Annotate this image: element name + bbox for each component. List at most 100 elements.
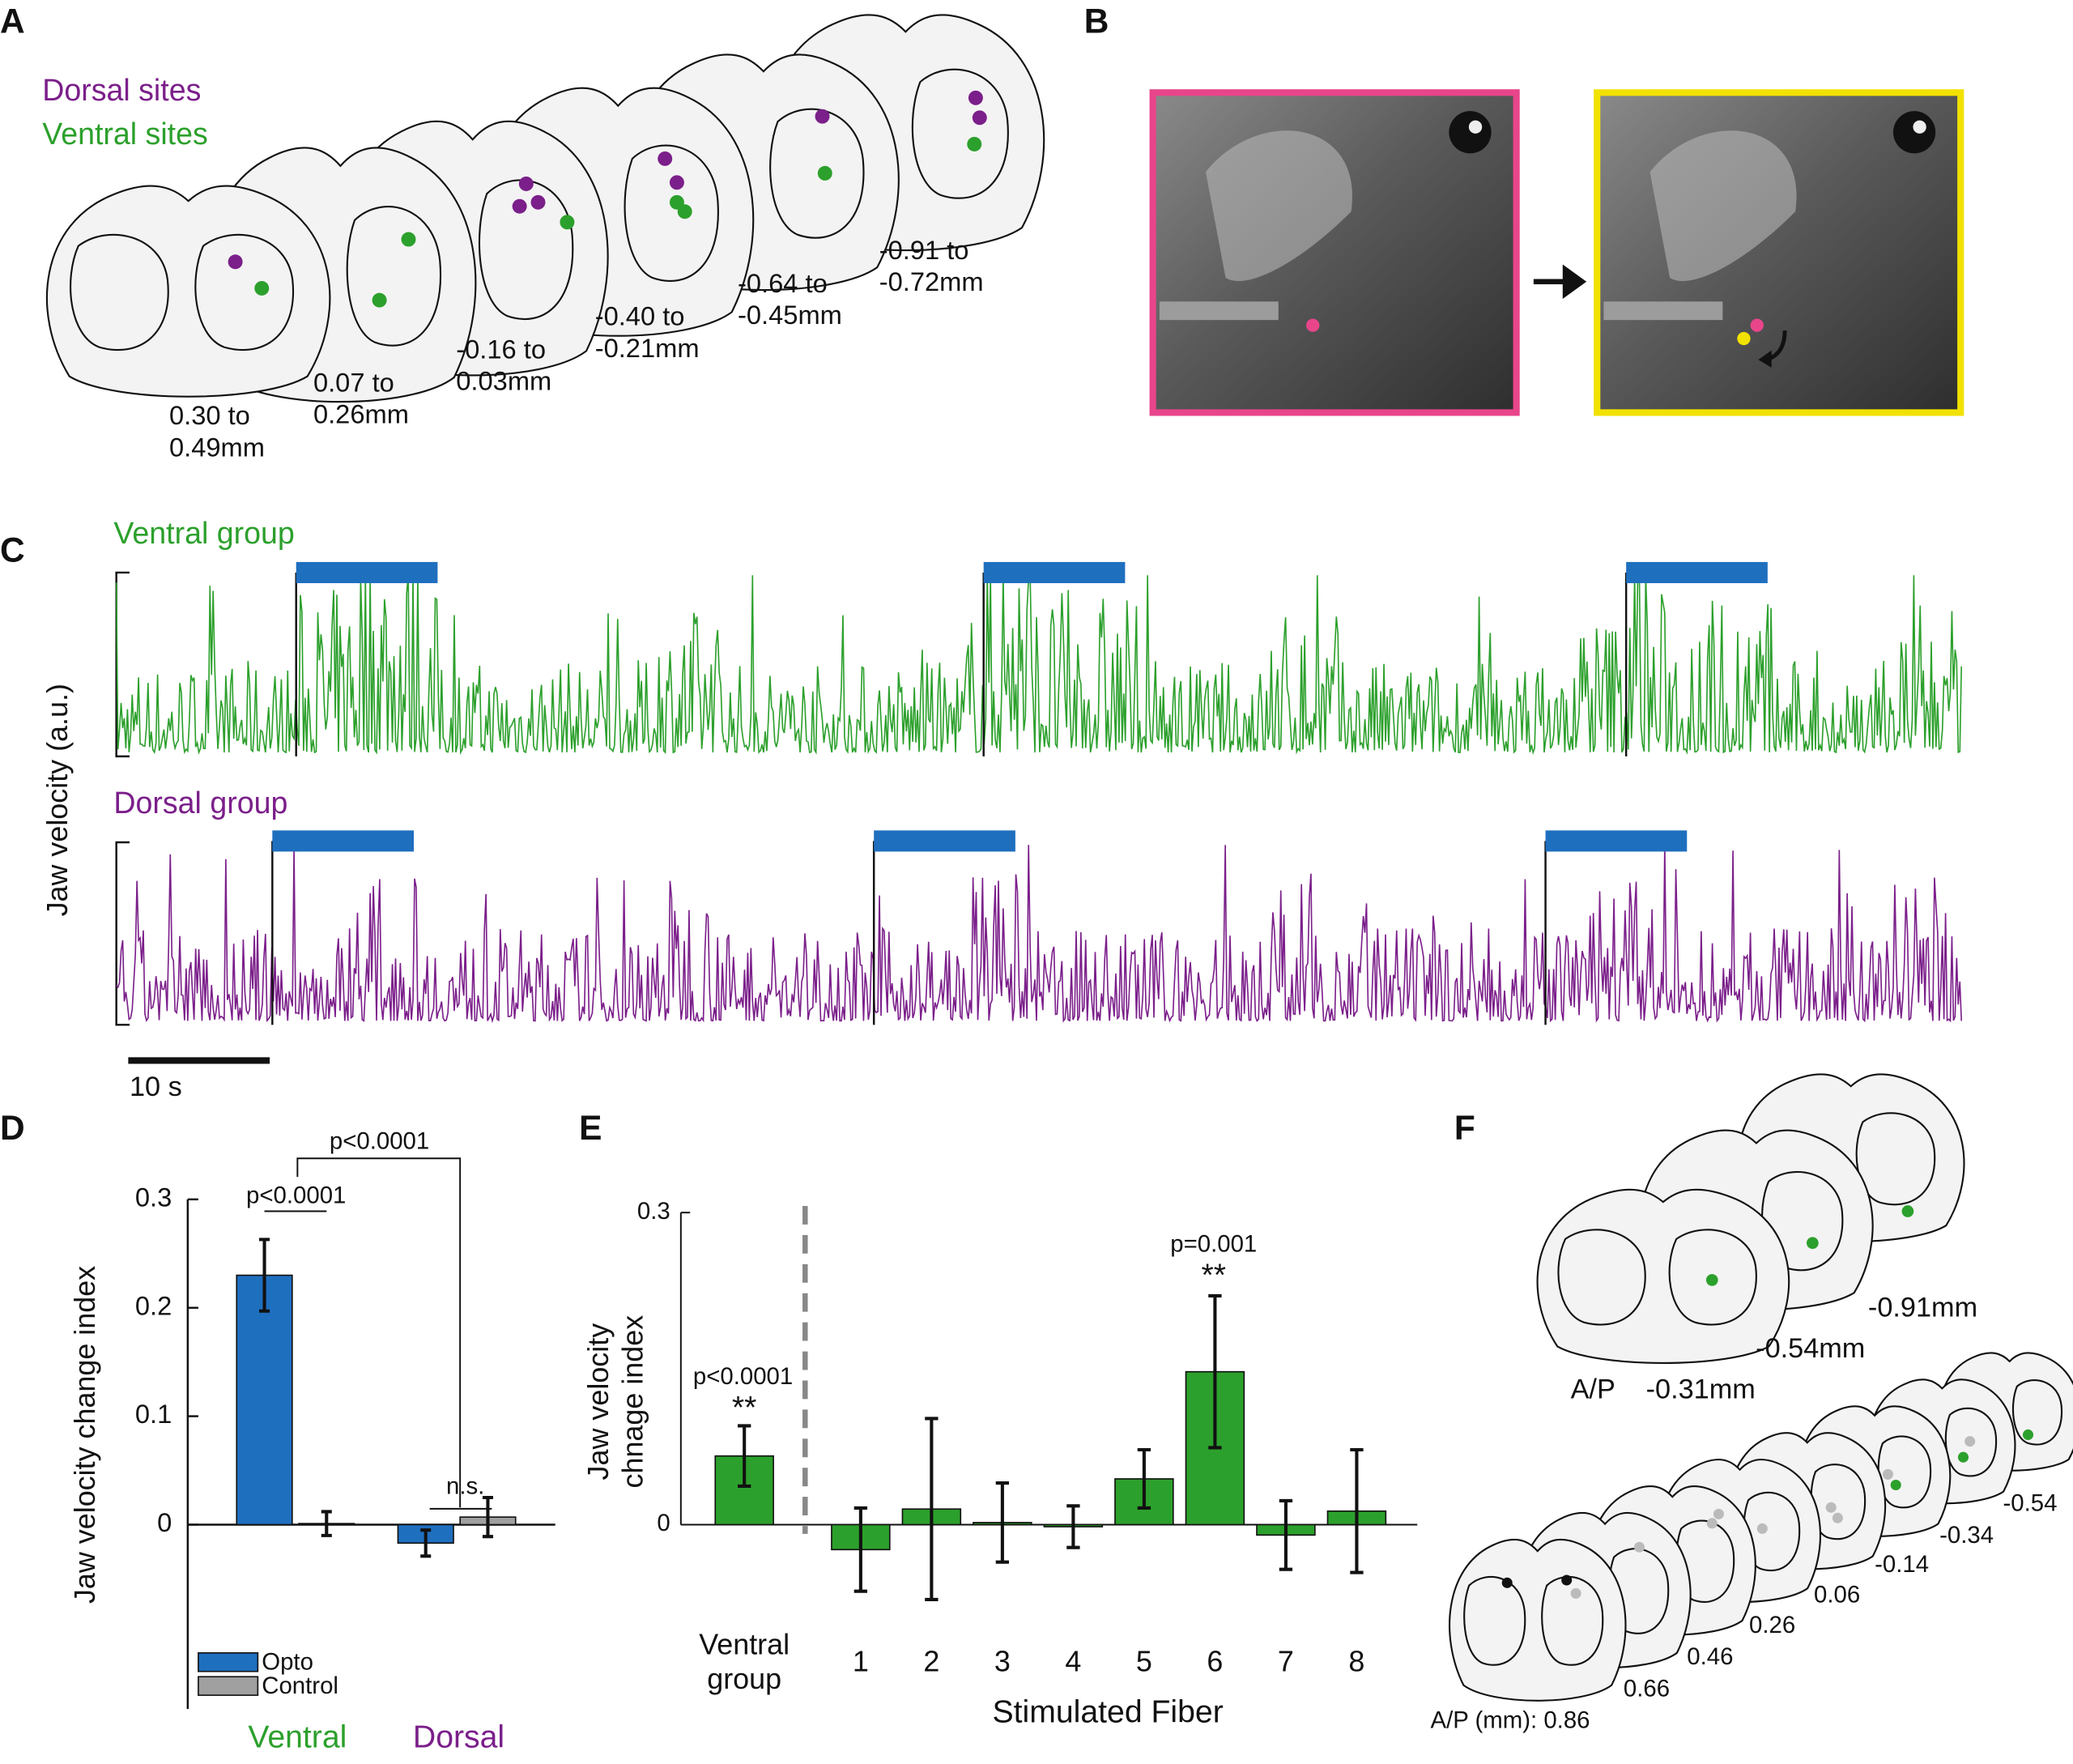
error-bar (925, 1417, 939, 1601)
annotation: p<0.0001 (693, 1363, 793, 1390)
x-tick-label: Ventral group (699, 1628, 790, 1696)
striatum-outline (1668, 1229, 1757, 1326)
stim-bar (874, 830, 1015, 852)
error-bar (259, 1238, 270, 1313)
site-dot (1706, 1518, 1718, 1529)
x-tick-label: 3 (994, 1644, 1011, 1677)
section-label: -0.91 to -0.72mm (879, 236, 984, 298)
striatum-outline (911, 68, 1009, 199)
ap-label: 0.46 (1687, 1643, 1733, 1670)
site-dot (815, 109, 830, 124)
y-tick-label: 0 (157, 1507, 172, 1537)
eye (1892, 111, 1936, 154)
ap-label: 0.26 (1749, 1612, 1795, 1638)
y-tick-label: 0.2 (135, 1290, 172, 1320)
panel-letter: C (0, 531, 25, 569)
annotation: p<0.0001 (246, 1182, 346, 1208)
legend-swatch (198, 1676, 259, 1696)
error-bar (1066, 1504, 1080, 1549)
site-dot (1561, 1574, 1573, 1586)
site-dot (1750, 318, 1764, 332)
panel-letter: A (0, 2, 25, 40)
error-bar (321, 1510, 332, 1537)
spout (1159, 301, 1279, 321)
annotation: p<0.0001 (330, 1127, 429, 1154)
ap-label: -0.91mm (1868, 1292, 1977, 1323)
x-tick-label: 8 (1348, 1644, 1364, 1677)
brain-section (1449, 1538, 1627, 1702)
eye-glint (1913, 120, 1926, 134)
site-dot (1964, 1436, 1976, 1447)
ap-label: -0.34 (1939, 1522, 1994, 1549)
striatum-outline (2011, 1379, 2063, 1446)
site-dot (530, 194, 546, 210)
brain-section (1536, 1188, 1790, 1364)
site-dot (1957, 1451, 1969, 1463)
velocity-trace (115, 574, 1963, 756)
legend-label: Control (262, 1672, 338, 1699)
group-label: Ventral group (113, 516, 294, 550)
sig-bracket (296, 1157, 462, 1508)
site-dot (1737, 331, 1751, 346)
panel-letter: F (1454, 1109, 1475, 1147)
section-label: -0.64 to -0.45mm (738, 270, 842, 331)
panel-letter: D (0, 1109, 25, 1147)
error-bar (738, 1424, 751, 1488)
stim-bar (296, 561, 438, 584)
site-dot (669, 175, 684, 190)
section-label: 0.07 to 0.26mm (313, 369, 409, 430)
ap-label: 0.66 (1624, 1675, 1670, 1702)
section-label: 0.07 to 0.26mm (313, 369, 409, 430)
section-label: -0.16 to 0.03mm (456, 336, 551, 397)
eye (1449, 111, 1492, 154)
error-bar (1279, 1498, 1293, 1571)
striatum-outline (478, 179, 574, 320)
site-dot (677, 204, 692, 219)
x-axis-label: Stimulated Fiber (993, 1694, 1224, 1729)
site-dot (1713, 1508, 1724, 1519)
stim-bar (1545, 830, 1688, 852)
site-dot (2022, 1429, 2034, 1440)
error-bar (995, 1481, 1010, 1564)
striatum-outline (624, 144, 719, 282)
stim-bar (983, 561, 1126, 584)
site-dot (1633, 1541, 1645, 1553)
section-label: -0.64 to -0.45mm (738, 270, 842, 331)
legend-label: Opto (262, 1649, 313, 1676)
section-label: -0.40 to -0.21mm (594, 302, 700, 364)
axis-bracket (115, 571, 130, 758)
y-tick-label: 0.3 (637, 1198, 670, 1225)
site-dot (1890, 1479, 1901, 1491)
panel-letter: B (1084, 2, 1109, 40)
y-axis-label: Jaw velocity change index (68, 1266, 101, 1604)
y-axis-label: Jaw velocity chnage index (581, 1314, 650, 1489)
x-tick-label: 7 (1278, 1644, 1294, 1677)
site-dot (254, 280, 270, 296)
site-dot (372, 292, 387, 308)
site-dot (512, 198, 527, 214)
striatum-outline (1463, 1575, 1526, 1666)
ap-label: A/P (1571, 1374, 1615, 1405)
annotation: n.s. (446, 1473, 484, 1500)
striatum-outline (346, 206, 442, 347)
eye-glint (1468, 120, 1483, 134)
site-dot (967, 137, 982, 151)
group-label: Dorsal group (113, 786, 287, 820)
section-label: 0.30 to 0.49mm (169, 402, 265, 462)
site-dot (560, 215, 575, 230)
face-highlight (1205, 130, 1352, 282)
section-label: -0.91 to -0.72mm (879, 236, 984, 298)
y-axis-label: Jaw velocity chnage index (581, 1314, 650, 1489)
error-bar (1137, 1447, 1151, 1510)
stim-bar (1626, 561, 1768, 584)
site-dot (968, 90, 983, 105)
x-tick-label: Dorsal (413, 1719, 504, 1754)
ap-label: -0.54mm (1756, 1333, 1865, 1364)
ap-label: A/P (mm): 0.86 (1431, 1707, 1590, 1734)
x-tick-label: Ventral (248, 1719, 347, 1754)
arrow (1533, 264, 1587, 299)
y-tick-label: 0.3 (135, 1182, 172, 1212)
striatum-outline (194, 233, 295, 352)
striatum-outline (1541, 1575, 1604, 1666)
